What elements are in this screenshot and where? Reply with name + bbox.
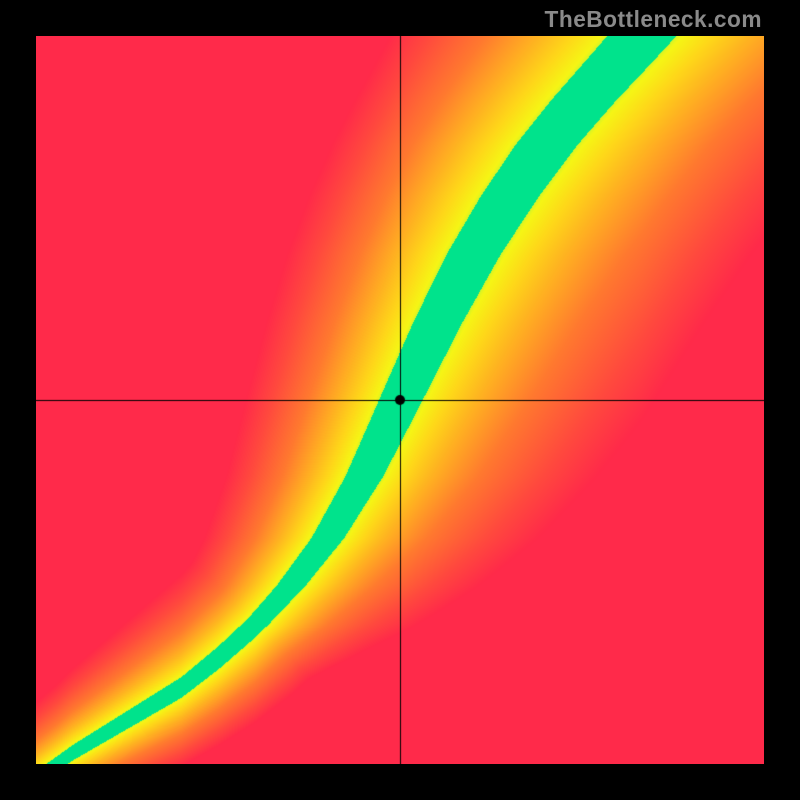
chart-root: TheBottleneck.com [0,0,800,800]
heatmap-canvas [36,36,764,764]
watermark-text: TheBottleneck.com [545,6,762,33]
